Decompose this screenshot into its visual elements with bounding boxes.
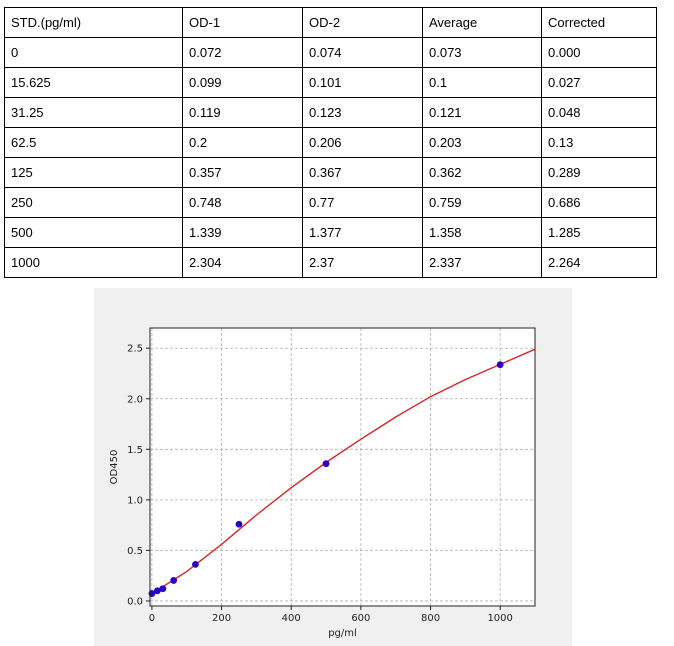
cell-corrected: 0.289 [541,157,657,188]
data-point [235,520,243,528]
data-point [192,560,199,568]
cell-std: 31.25 [4,97,183,128]
plot-area [150,328,535,606]
data-point [159,585,167,593]
x-tick-label: 400 [282,613,301,624]
chart-panel: 0 200 400 600 800 1000 0.0 0.5 1.0 1.5 2.0 2.5 pg/m… [94,288,572,646]
y-tick-label: 0.0 [127,596,143,607]
header-corrected: Corrected [541,7,657,38]
cell-od1: 0.748 [182,187,303,218]
table-row: 62.5 0.2 0.206 0.203 0.13 [4,127,657,158]
x-axis-label: pg/ml [328,628,357,639]
cell-od2: 2.37 [302,247,423,278]
axis-ticks: 0 200 400 600 800 1000 0.0 0.5 1.0 1.5 2.0 2.5 [127,344,513,624]
cell-average: 0.121 [422,97,542,128]
cell-average: 0.362 [422,157,542,188]
cell-std: 125 [4,157,183,188]
x-tick-label: 0 [149,613,155,624]
cell-average: 0.1 [422,67,542,98]
table-row: 31.25 0.119 0.123 0.121 0.048 [4,97,657,128]
cell-corrected: 0.027 [541,67,657,98]
cell-average: 0.759 [422,187,542,218]
cell-corrected: 0.048 [541,97,657,128]
cell-od1: 0.119 [182,97,303,128]
data-point [322,460,330,468]
table-header-row: STD.(pg/ml) OD-1 OD-2 Average Corrected [4,7,657,38]
cell-od2: 1.377 [302,217,423,248]
header-std: STD.(pg/ml) [4,7,183,38]
cell-std: 15.625 [4,67,183,98]
cell-od2: 0.206 [302,127,423,158]
data-point [496,361,504,369]
cell-od2: 0.367 [302,157,423,188]
header-average: Average [422,7,542,38]
x-tick-label: 1000 [487,613,512,624]
y-tick-label: 1.5 [127,445,143,456]
table-row: 1000 2.304 2.37 2.337 2.264 [4,247,657,278]
cell-od2: 0.074 [302,37,423,68]
plot-frame [149,327,536,607]
cell-average: 0.203 [422,127,542,158]
cell-od1: 1.339 [182,217,303,248]
y-tick-label: 0.5 [127,546,143,557]
table-row: 500 1.339 1.377 1.358 1.285 [4,217,657,248]
cell-corrected: 1.285 [541,217,657,248]
x-tick-label: 600 [351,613,370,624]
cell-std: 0 [4,37,183,68]
x-tick-label: 800 [421,613,440,624]
y-tick-label: 2.0 [127,394,143,405]
cell-average: 2.337 [422,247,542,278]
standard-curve-table: STD.(pg/ml) OD-1 OD-2 Average Corrected … [4,7,657,278]
y-tick-label: 1.0 [127,495,143,506]
standard-curve-chart: 0 200 400 600 800 1000 0.0 0.5 1.0 1.5 2.0 2.5 pg/m… [109,327,536,639]
cell-corrected: 0.686 [541,187,657,218]
cell-corrected: 0.13 [541,127,657,158]
y-axis-label: OD450 [109,450,120,485]
table-row: 250 0.748 0.77 0.759 0.686 [4,187,657,218]
header-od1: OD-1 [182,7,303,38]
cell-od1: 0.099 [182,67,303,98]
cell-corrected: 2.264 [541,247,657,278]
table-row: 125 0.357 0.367 0.362 0.289 [4,157,657,188]
cell-od1: 2.304 [182,247,303,278]
cell-corrected: 0.000 [541,37,657,68]
y-tick-label: 2.5 [127,344,143,355]
cell-average: 0.073 [422,37,542,68]
table-row: 15.625 0.099 0.101 0.1 0.027 [4,67,657,98]
cell-std: 500 [4,217,183,248]
cell-std: 62.5 [4,127,183,158]
header-od2: OD-2 [302,7,423,38]
x-tick-label: 200 [212,613,231,624]
cell-std: 1000 [4,247,183,278]
cell-od2: 0.77 [302,187,423,218]
data-point [170,577,178,584]
cell-od2: 0.123 [302,97,423,128]
cell-od1: 0.2 [182,127,303,158]
cell-std: 250 [4,187,183,218]
cell-od1: 0.072 [182,37,303,68]
cell-od2: 0.101 [302,67,423,98]
grid-lines [150,328,535,606]
table-row: 0 0.072 0.074 0.073 0.000 [4,37,657,68]
data-point [153,587,161,595]
fit-curve-line [151,348,536,595]
cell-average: 1.358 [422,217,542,248]
cell-od1: 0.357 [182,157,303,188]
